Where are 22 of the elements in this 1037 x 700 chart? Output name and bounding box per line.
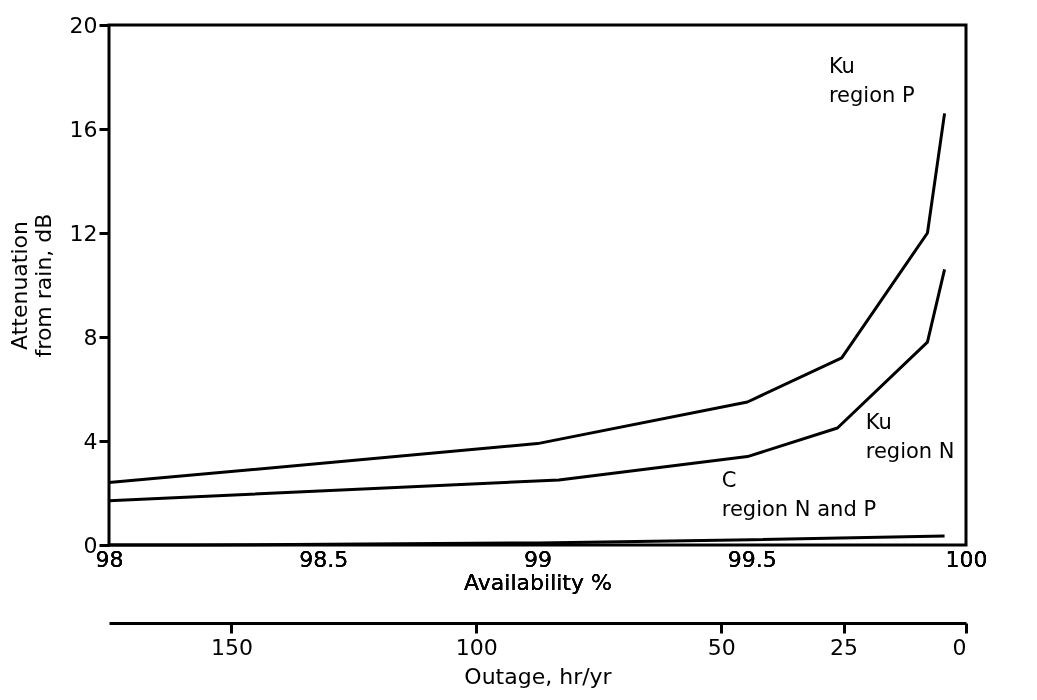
x2-tick-label: 25 [830,634,859,660]
y-tick-label: 8 [83,324,98,350]
x-axis-title: Availability % [464,569,612,595]
x2-tick-label: 150 [210,634,253,660]
x2-tick-label: 0 [952,634,967,660]
annotation: Ku region P [828,54,915,108]
x-tick-label: 99.5 [727,546,777,572]
y-tick-label: 4 [83,428,98,454]
y-tick-label: 0 [83,532,98,558]
x-tick-label: 100 [945,546,988,572]
y-axis-title: Attenuation from rain, dB [6,213,56,358]
annotation: C region N and P [721,467,877,521]
x-tick-label: 98.5 [299,546,349,572]
x2-tick-label: 100 [455,634,498,660]
x-tick-label: 98 [95,546,124,572]
x2-axis-title: Outage, hr/yr [464,663,613,689]
y-tick-label: 20 [69,12,98,38]
x-tick-label: 99 [524,546,552,572]
y-tick-label: 16 [69,116,98,142]
x2-tick-label: 50 [707,634,736,660]
y-tick-label: 12 [69,220,98,246]
annotation: Ku region N [865,410,955,464]
